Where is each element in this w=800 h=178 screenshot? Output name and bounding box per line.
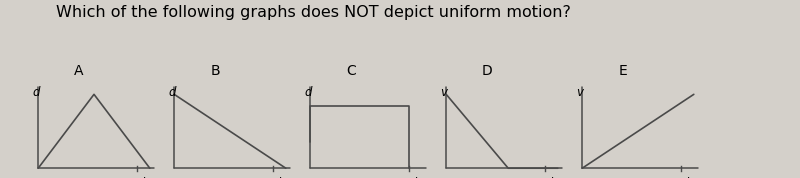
Text: D: D <box>482 64 493 78</box>
Text: B: B <box>210 64 220 78</box>
Text: C: C <box>346 64 356 78</box>
Text: A: A <box>74 64 84 78</box>
Text: Which of the following graphs does NOT depict uniform motion?: Which of the following graphs does NOT d… <box>56 5 571 20</box>
Text: v: v <box>576 86 583 99</box>
Text: t: t <box>414 176 418 178</box>
Text: t: t <box>550 176 554 178</box>
Text: t: t <box>142 176 146 178</box>
Text: E: E <box>618 64 627 78</box>
Text: d: d <box>168 86 175 99</box>
Text: t: t <box>278 176 282 178</box>
Text: d: d <box>304 86 311 99</box>
Text: t: t <box>686 176 690 178</box>
Text: d: d <box>32 86 39 99</box>
Text: v: v <box>440 86 447 99</box>
